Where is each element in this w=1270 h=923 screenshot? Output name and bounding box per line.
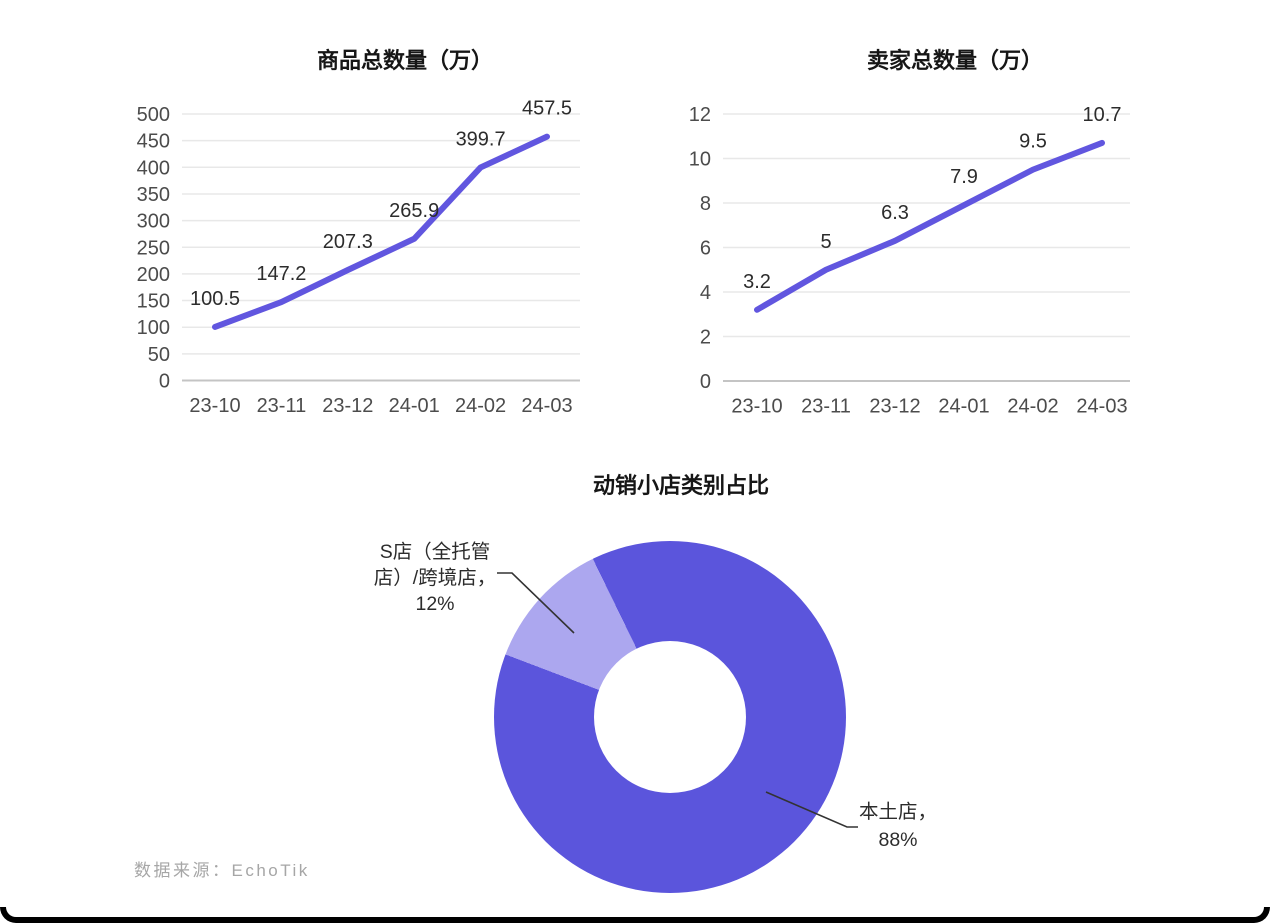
data-point-label: 399.7 (456, 128, 506, 150)
y-tick-label: 2 (700, 327, 711, 349)
data-source-note: 数据来源：EchoTik (134, 861, 310, 880)
y-tick-label: 100 (137, 317, 170, 339)
x-tick-label: 23-11 (257, 395, 307, 417)
data-point-label: 100.5 (190, 288, 240, 310)
y-tick-label: 4 (700, 282, 711, 304)
y-tick-label: 8 (700, 193, 711, 215)
data-point-label: 6.3 (881, 202, 909, 224)
x-tick-label: 24-02 (1007, 396, 1058, 418)
data-point-label: 147.2 (256, 263, 306, 285)
x-tick-label: 24-01 (938, 396, 989, 418)
y-tick-label: 50 (148, 344, 170, 366)
x-tick-label: 23-11 (801, 396, 851, 418)
slice-label-crossborder: S店（全托管 店）/跨境店， 12% (373, 541, 497, 615)
y-tick-label: 250 (137, 237, 170, 259)
data-point-label: 457.5 (522, 98, 572, 120)
x-tick-label: 24-03 (521, 395, 572, 417)
y-tick-label: 400 (137, 157, 170, 179)
sellers-line-chart: 0 2 4 6 8 10 12 23-10 23-11 23-12 24-01 24-02 24-03 3… (689, 104, 1130, 418)
series-line (212, 133, 550, 330)
data-point-label: 3.2 (743, 271, 771, 293)
x-tick-label: 24-03 (1076, 396, 1127, 418)
data-point-label: 7.9 (950, 166, 978, 188)
y-tick-label: 300 (137, 211, 170, 233)
y-tick-label: 12 (689, 104, 711, 126)
products-line-chart: 0 50 100 150 200 250 300 350 400 450 500 23-10 23-11… (137, 98, 580, 417)
y-tick-label: 450 (137, 131, 170, 153)
x-tick-label: 24-02 (455, 395, 506, 417)
card-bottom-border (0, 907, 1270, 923)
x-tick-label: 23-10 (731, 396, 782, 418)
series-line (754, 139, 1105, 313)
x-tick-label: 23-10 (189, 395, 240, 417)
x-tick-label: 23-12 (869, 396, 920, 418)
y-tick-label: 150 (137, 291, 170, 313)
y-tick-label: 6 (700, 238, 711, 260)
x-tick-label: 23-12 (322, 395, 373, 417)
data-point-label: 9.5 (1019, 131, 1047, 153)
y-tick-label: 500 (137, 104, 170, 126)
y-tick-label: 200 (137, 264, 170, 286)
data-point-label: 265.9 (389, 200, 439, 222)
y-tick-label: 0 (159, 371, 170, 393)
shop-category-donut (494, 541, 846, 893)
y-tick-label: 0 (700, 371, 711, 393)
sellers-chart-title: 卖家总数量（万） (866, 48, 1044, 73)
y-tick-label: 350 (137, 184, 170, 206)
data-point-label: 10.7 (1083, 104, 1122, 126)
donut-hole (594, 641, 746, 793)
data-point-label: 207.3 (323, 231, 373, 253)
slice-label-local: 本土店， 88% (858, 801, 937, 851)
x-tick-label: 24-01 (389, 395, 440, 417)
products-chart-title: 商品总数量（万） (316, 48, 494, 73)
donut-chart-title: 动销小店类别占比 (592, 473, 770, 498)
y-tick-label: 10 (689, 149, 711, 171)
data-point-label: 5 (820, 231, 831, 253)
